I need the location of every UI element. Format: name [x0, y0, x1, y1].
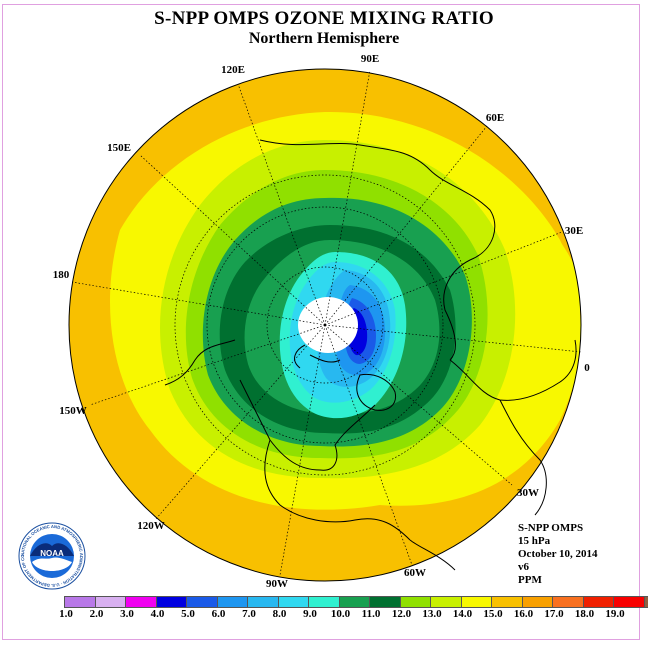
noaa-logo: NATIONAL OCEANIC AND ATMOSPHERIC ADMINIS…	[18, 522, 86, 590]
meridian-30e	[324, 231, 563, 326]
meridian-90e	[324, 69, 371, 326]
colorbar	[64, 596, 648, 608]
lon-label-180: 180	[53, 269, 70, 281]
polar-night-nodata	[298, 297, 358, 353]
colorbar-tick-label: 8.0	[272, 608, 287, 620]
map-title: S-NPP OMPS OZONE MIXING RATIO	[154, 8, 494, 29]
info-version: v6	[518, 561, 529, 573]
colorbar-tick-label: 9.0	[303, 608, 317, 620]
meridian-120w	[154, 324, 326, 521]
colorbar-tick-label: 7.0	[242, 608, 256, 620]
lon-label-60w: 60W	[404, 567, 426, 579]
lon-label-30w: 30W	[517, 487, 539, 499]
colorbar-swatch	[65, 597, 96, 607]
colorbar-swatch	[248, 597, 279, 607]
coastline-alaska	[164, 339, 236, 386]
colorbar-swatch	[370, 597, 401, 607]
colorbar-tick-label: 3.0	[120, 608, 134, 620]
map-subtitle: Northern Hemisphere	[248, 30, 400, 47]
colorbar-tick-label: 19.0	[605, 608, 625, 620]
colorbar-tick-label: 4.0	[150, 608, 165, 620]
colorbar-tick-label: 16.0	[513, 608, 534, 620]
graticule	[71, 69, 582, 576]
colorbar-swatch	[126, 597, 157, 607]
info-instrument: S-NPP OMPS	[518, 522, 584, 534]
logo-text: NOAA	[40, 549, 64, 558]
coastline-europe	[449, 339, 577, 401]
coastline-central-america	[264, 439, 411, 541]
lon-label-30e: 30E	[565, 225, 583, 237]
meridian-30w	[324, 324, 513, 486]
latitude-circle-40	[206, 206, 444, 444]
latitude-circle-20	[174, 174, 476, 476]
lon-label-120e: 120E	[221, 64, 245, 76]
meridian-180	[71, 281, 326, 326]
colorbar-tick-label: 15.0	[483, 608, 503, 620]
coastline-asia	[259, 139, 496, 361]
colorbar-tick-label: 5.0	[181, 608, 195, 620]
colorbar-swatch	[553, 597, 584, 607]
info-date: October 10, 2014	[518, 548, 598, 560]
map-boundary	[68, 68, 582, 582]
coastline-north-america	[239, 379, 376, 471]
lon-label-150w: 150W	[59, 405, 87, 417]
colorbar-tick-label: 11.0	[361, 608, 381, 620]
figure-frame	[2, 4, 640, 640]
lon-label-90e: 90E	[361, 53, 379, 65]
info-units: PPM	[518, 574, 542, 586]
lon-label-150e: 150E	[107, 142, 131, 154]
meridian-90w	[279, 324, 326, 576]
colorbar-tick-label: 1.0	[59, 608, 73, 620]
meridian-120e	[237, 83, 326, 326]
colorbar-tick-label: 17.0	[544, 608, 564, 620]
colorbar-swatch	[644, 597, 648, 607]
colorbar-tick-label: 13.0	[422, 608, 442, 620]
colorbar-tick-label: 10.0	[330, 608, 351, 620]
lon-label-90w: 90W	[266, 578, 288, 590]
colorbar-tick-label: 2.0	[89, 608, 104, 620]
info-level: 15 hPa	[518, 535, 551, 547]
latitude-circle-60	[266, 266, 384, 384]
colorbar-swatch	[583, 597, 614, 607]
colorbar-swatch	[339, 597, 370, 607]
meridian-60e	[324, 125, 488, 326]
lon-label-60e: 60E	[486, 112, 504, 124]
colorbar-swatch	[492, 597, 523, 607]
colorbar-swatch	[614, 597, 645, 607]
colorbar-swatch	[400, 597, 431, 607]
colorbar-tick-label: 14.0	[452, 608, 473, 620]
info-block: S-NPP OMPS 15 hPa October 10, 2014 v6 PP…	[518, 522, 628, 587]
lon-label-120w: 120W	[137, 520, 165, 532]
colorbar-tick-label: 12.0	[391, 608, 412, 620]
colorbar-tick-label: 6.0	[211, 608, 226, 620]
coastline-greenland	[356, 373, 397, 411]
colorbar-swatch	[522, 597, 553, 607]
colorbar-swatch	[156, 597, 187, 607]
meridian-0	[324, 324, 582, 353]
colorbar-swatch	[431, 597, 462, 607]
meridian-150w	[89, 324, 326, 406]
coastline-arctic-islands	[294, 344, 341, 369]
colorbar-swatch	[309, 597, 340, 607]
colorbar-swatch	[278, 597, 309, 607]
colorbar-swatch	[95, 597, 126, 607]
colorbar-swatch	[187, 597, 218, 607]
meridian-60w	[324, 324, 413, 566]
colorbar-tick-label: 18.0	[574, 608, 595, 620]
coastline-south-america	[409, 539, 456, 571]
coastlines	[164, 139, 577, 571]
colorbar-swatch	[461, 597, 492, 607]
lon-label-0: 0	[584, 362, 590, 374]
coastline-africa	[499, 399, 547, 516]
colorbar-swatch	[217, 597, 248, 607]
